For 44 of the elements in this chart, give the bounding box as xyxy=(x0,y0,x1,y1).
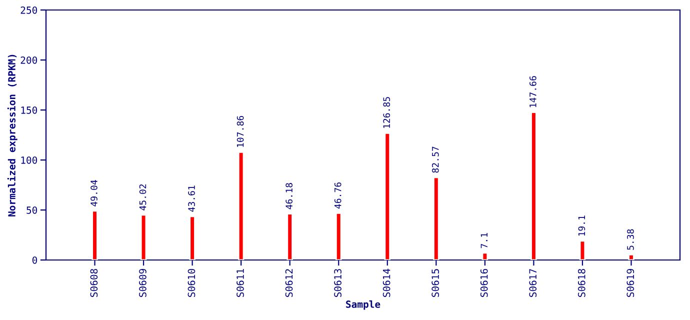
y-tick-label: 200 xyxy=(20,56,38,64)
bar xyxy=(384,132,391,260)
x-axis-title: Sample xyxy=(346,300,380,310)
data-label: 82.57 xyxy=(432,146,439,173)
x-tick-label: S0609 xyxy=(139,268,146,297)
bar xyxy=(433,176,440,260)
bar xyxy=(482,252,488,260)
y-tick-label: 250 xyxy=(20,6,38,14)
data-label: 107.86 xyxy=(236,116,244,147)
bar xyxy=(189,216,196,260)
x-tick-label: S0608 xyxy=(90,268,98,297)
x-tick-label: S0614 xyxy=(382,268,390,297)
data-label: 46.18 xyxy=(286,183,292,210)
x-tick-label: S0615 xyxy=(432,269,439,297)
data-label: 19.1 xyxy=(578,216,586,236)
y-tick-label: 0 xyxy=(32,256,38,264)
y-axis-title: Normalized expression (RPKM) xyxy=(7,54,18,216)
data-label: 126.85 xyxy=(383,97,390,128)
bar xyxy=(238,151,244,260)
x-tick-label: S0619 xyxy=(626,268,634,297)
data-label: 49.04 xyxy=(90,180,98,206)
bar xyxy=(286,213,293,260)
y-tick-label: 150 xyxy=(21,106,38,114)
x-tick-label: S0612 xyxy=(285,269,293,297)
bar xyxy=(530,112,537,260)
x-tick-label: S0613 xyxy=(334,269,342,297)
x-tick-label: S0611 xyxy=(236,268,244,297)
bar xyxy=(92,210,98,260)
x-tick-label: S0618 xyxy=(578,268,586,297)
bar xyxy=(628,254,634,260)
data-label: 43.61 xyxy=(188,186,195,212)
data-label: 7.1 xyxy=(480,233,488,248)
y-tick-label: 100 xyxy=(21,156,38,164)
y-tick-label: 50 xyxy=(26,206,38,214)
data-label: 5.38 xyxy=(627,229,634,250)
x-tick-label: S0617 xyxy=(529,269,537,297)
bar xyxy=(140,214,147,260)
data-label: 46.76 xyxy=(334,182,342,209)
x-tick-label: S0610 xyxy=(188,268,196,297)
bar xyxy=(579,240,586,260)
data-label: 147.66 xyxy=(530,76,536,108)
bar xyxy=(335,212,342,260)
x-tick-label: S0616 xyxy=(480,268,488,297)
data-label: 45.02 xyxy=(139,184,146,210)
